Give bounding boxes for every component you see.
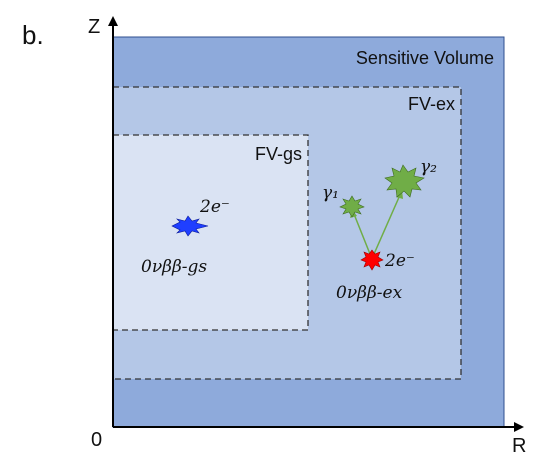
ex-decay-label: 0νββ-ex	[336, 283, 403, 303]
gamma1-burst-icon	[339, 195, 365, 218]
r-axis-arrowhead	[514, 422, 524, 432]
origin-label: 0	[91, 429, 102, 451]
sensitive-volume-label: Sensitive Volume	[356, 48, 494, 68]
gamma1-label: γ₁	[322, 183, 339, 203]
fv-gs-label: FV-gs	[255, 144, 302, 164]
r-axis-label: R	[512, 435, 526, 457]
gs-decay-label: 0νββ-gs	[141, 257, 207, 277]
gamma2-burst-icon	[384, 164, 425, 198]
panel-label: b.	[22, 20, 44, 50]
gamma1-arrow	[353, 213, 371, 255]
gs-event-burst-icon	[171, 215, 209, 237]
gamma2-label: γ₂	[420, 157, 437, 177]
gs-electron-label: 2e⁻	[199, 197, 230, 217]
ex-electron-label: 2e⁻	[384, 251, 415, 271]
gamma2-arrow	[373, 194, 401, 255]
z-axis-label: Z	[88, 16, 100, 38]
fv-ex-label: FV-ex	[408, 94, 455, 114]
z-axis-arrowhead	[108, 16, 118, 26]
ex-vertex-burst-icon	[360, 249, 384, 271]
fv-gs-region	[112, 134, 309, 331]
